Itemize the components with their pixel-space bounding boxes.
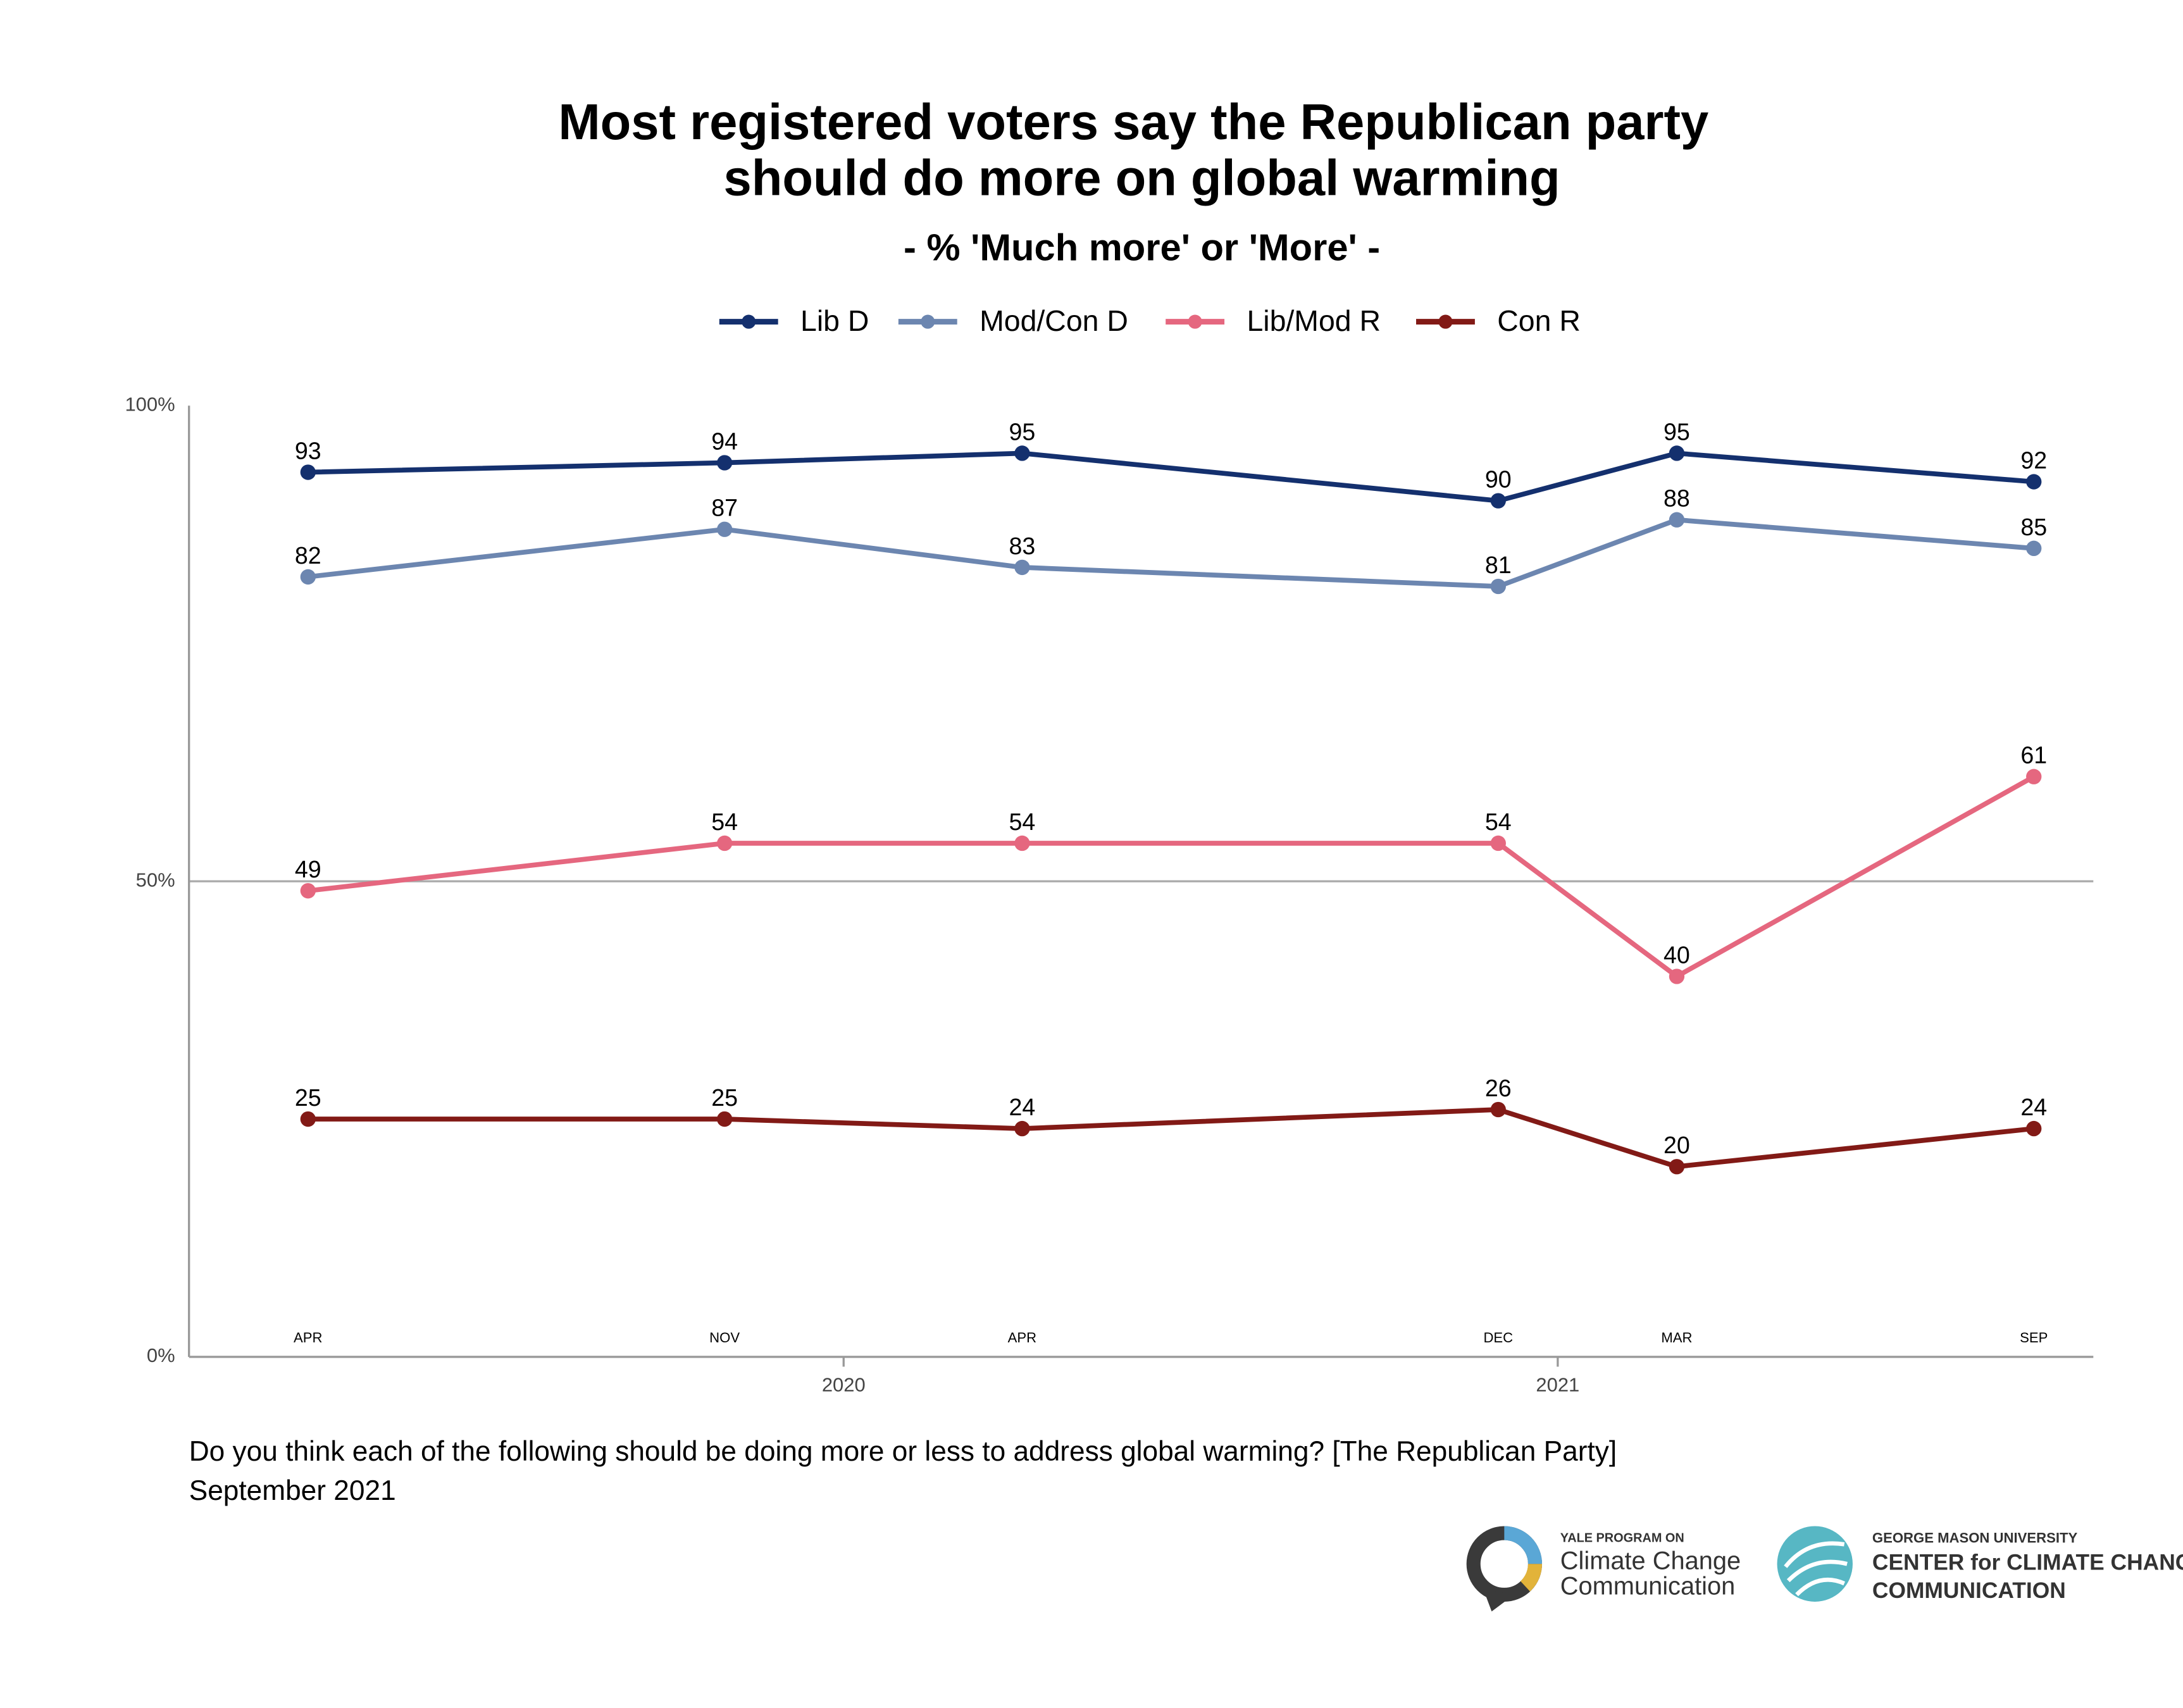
data-point — [716, 835, 733, 851]
data-point — [1490, 493, 1506, 509]
data-label: 82 — [295, 542, 321, 569]
legend-marker — [742, 314, 756, 329]
logo-text: Communication — [1560, 1572, 1735, 1600]
data-point — [300, 569, 316, 585]
data-point — [1490, 835, 1506, 851]
data-label: 94 — [711, 428, 738, 454]
data-label: 24 — [1009, 1094, 1035, 1120]
logo-text: CENTER for CLIMATE CHANGE — [1872, 1550, 2183, 1575]
logo-arc — [1520, 1563, 1543, 1592]
data-point — [1014, 835, 1030, 851]
legend-label: Lib D — [800, 304, 869, 337]
chart-title: Most registered voters say the Republica… — [558, 94, 1708, 150]
data-point — [716, 1111, 733, 1127]
data-label: 49 — [295, 856, 321, 882]
data-label: 90 — [1485, 466, 1512, 493]
data-label: 26 — [1485, 1075, 1512, 1101]
data-label: 81 — [1485, 552, 1512, 578]
logo-arc — [1503, 1526, 1543, 1564]
data-point — [1669, 1159, 1685, 1175]
data-label: 83 — [1009, 533, 1035, 559]
point-month-label: MAR — [1661, 1330, 1692, 1346]
y-tick-label: 50% — [136, 869, 175, 891]
point-month-label: NOV — [709, 1330, 740, 1346]
data-label: 20 — [1664, 1132, 1690, 1158]
y-tick-label: 0% — [147, 1344, 175, 1366]
series-line — [308, 774, 2036, 979]
data-point — [1669, 512, 1685, 528]
gmu-logo: GEORGE MASON UNIVERSITY CENTER for CLIMA… — [1777, 1526, 2183, 1603]
series-line — [308, 517, 2034, 589]
data-label: 93 — [295, 438, 321, 464]
data-label: 24 — [2020, 1094, 2047, 1120]
data-label: 54 — [1009, 808, 1035, 835]
data-point — [2026, 540, 2042, 556]
data-label: 54 — [1485, 808, 1512, 835]
series-line — [308, 1107, 2034, 1170]
point-month-label: APR — [1008, 1330, 1036, 1346]
logo-text: COMMUNICATION — [1872, 1578, 2066, 1603]
data-label: 87 — [711, 495, 738, 521]
legend-label: Con R — [1497, 304, 1581, 337]
data-point — [300, 882, 316, 899]
data-point — [300, 464, 316, 480]
data-point — [2026, 769, 2042, 784]
data-label: 95 — [1009, 418, 1035, 445]
data-point — [1014, 1120, 1030, 1137]
legend-marker — [1438, 314, 1453, 329]
data-point — [2026, 474, 2042, 490]
data-point — [1669, 968, 1685, 984]
data-point — [716, 455, 733, 471]
data-label: 95 — [1664, 418, 1690, 445]
yale-logo: YALE PROGRAM ON Climate Change Communica… — [1466, 1526, 1741, 1612]
data-point — [1669, 445, 1685, 461]
y-tick-label: 100% — [125, 393, 175, 415]
logo-swirl — [1784, 1541, 1848, 1597]
chart-title: should do more on global warming — [724, 150, 1560, 206]
series-line — [308, 450, 2034, 504]
legend-marker — [921, 314, 935, 329]
data-point — [300, 1111, 316, 1127]
data-label: 25 — [711, 1084, 738, 1111]
x-tick-label: 2020 — [822, 1374, 866, 1396]
data-point — [716, 521, 733, 537]
data-point — [1490, 1101, 1506, 1118]
data-point — [1014, 445, 1030, 461]
legend-label: Lib/Mod R — [1247, 304, 1381, 337]
chart-subtitle: - % 'Much more' or 'More' - — [904, 226, 1380, 269]
data-label: 92 — [2020, 447, 2047, 474]
data-label: 54 — [711, 808, 738, 835]
data-label: 61 — [2020, 742, 2047, 769]
data-point — [1014, 559, 1030, 576]
data-point — [1490, 578, 1506, 595]
x-tick-label: 2021 — [1536, 1374, 1579, 1396]
point-month-label: APR — [294, 1330, 322, 1346]
footnote: September 2021 — [189, 1475, 396, 1506]
legend-label: Mod/Con D — [980, 304, 1128, 337]
logo-tail — [1483, 1589, 1514, 1612]
point-month-label: DEC — [1483, 1330, 1513, 1346]
logo-text: Climate Change — [1560, 1547, 1741, 1575]
data-label: 25 — [295, 1084, 321, 1111]
footnote: Do you think each of the following shoul… — [189, 1436, 1617, 1467]
data-label: 40 — [1664, 941, 1690, 968]
data-point — [2026, 1120, 2042, 1137]
logo-text: GEORGE MASON UNIVERSITY — [1872, 1530, 2078, 1545]
point-month-label: SEP — [2020, 1330, 2048, 1346]
data-label: 85 — [2020, 514, 2047, 540]
logo-text: YALE PROGRAM ON — [1560, 1532, 1684, 1545]
legend-marker — [1188, 314, 1202, 329]
data-label: 88 — [1664, 485, 1690, 512]
